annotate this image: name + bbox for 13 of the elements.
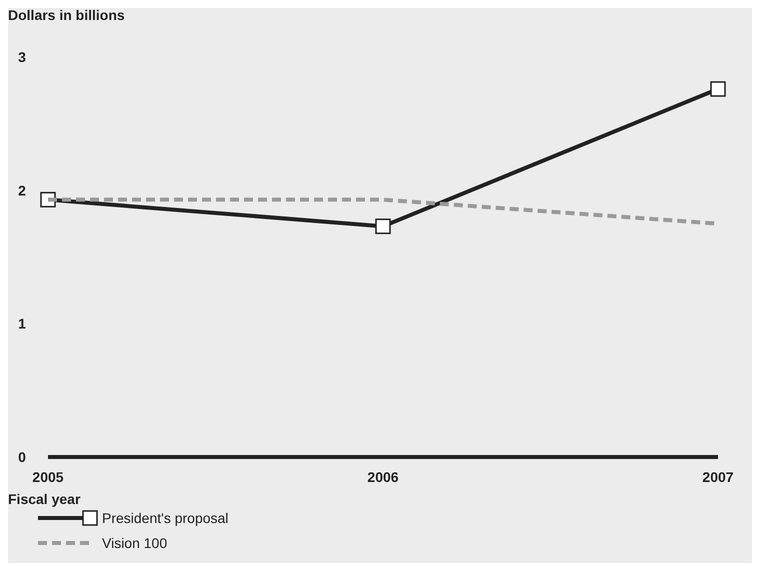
y-tick-label: 1: [18, 316, 26, 332]
x-tick-label: 2006: [367, 469, 399, 485]
legend-label: Vision 100: [102, 535, 168, 551]
y-tick-label: 3: [18, 49, 26, 65]
y-axis-title: Dollars in billions: [8, 7, 125, 23]
y-tick-label: 0: [18, 449, 26, 465]
x-axis-title: Fiscal year: [8, 491, 81, 507]
x-tick-label: 2007: [702, 469, 734, 485]
x-tick-label: 2005: [32, 469, 64, 485]
legend-label: President's proposal: [102, 510, 228, 526]
point: [710, 81, 726, 97]
point: [375, 218, 391, 234]
y-tick-label: 2: [18, 182, 26, 198]
